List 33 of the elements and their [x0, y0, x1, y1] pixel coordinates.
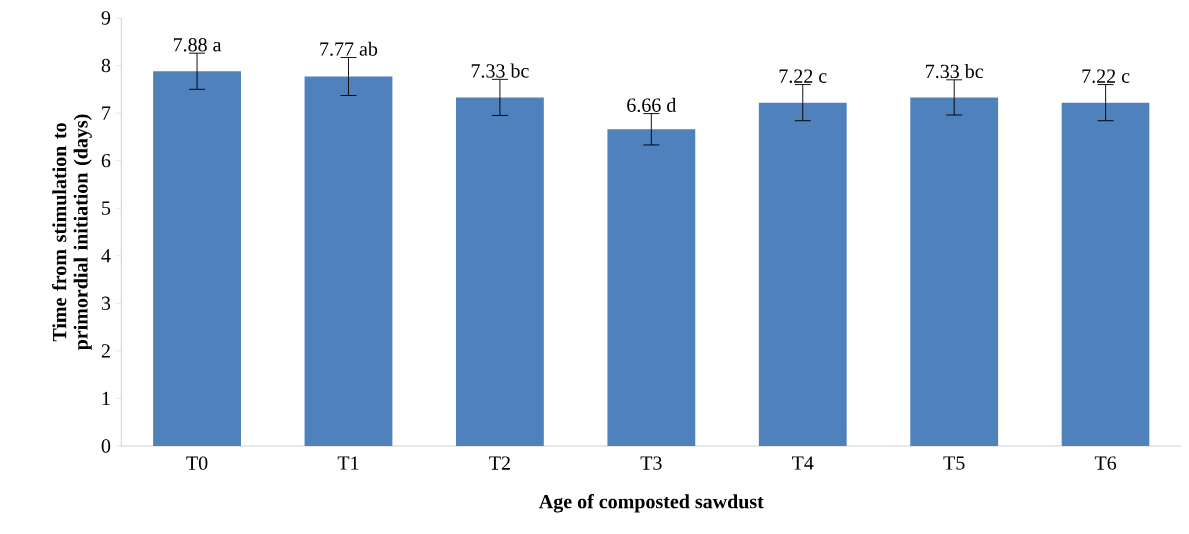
bar	[153, 71, 241, 446]
bar	[1061, 102, 1150, 446]
y-tick-label: 8	[101, 58, 111, 73]
x-tick-label: T6	[1094, 456, 1117, 470]
y-tick-label: 5	[102, 201, 111, 215]
data-label: 7.77 ab	[320, 41, 378, 56]
x-tick-label: T5	[943, 456, 965, 470]
y-tick-label: 2	[101, 344, 110, 358]
y-tick-label: 0	[101, 439, 111, 453]
y-tick-label: 7	[102, 106, 111, 120]
y-tick-label: 3	[101, 296, 111, 311]
x-tick-label: T4	[792, 456, 814, 470]
data-label: 6.66 d	[627, 97, 677, 112]
bar	[607, 129, 696, 446]
y-tick-label: 9	[101, 11, 111, 25]
bar	[304, 76, 393, 446]
y-tick-label: 4	[101, 249, 111, 263]
x-axis-title: Age of composted sawdust	[539, 494, 764, 513]
data-label: 7.88 a	[173, 38, 222, 52]
data-label: 7.22 c	[779, 69, 827, 83]
x-tick-label: T2	[489, 456, 510, 470]
bar	[758, 102, 847, 446]
bar	[456, 97, 544, 446]
data-label: 7.22 c	[1082, 69, 1130, 83]
x-tick-label: T3	[640, 456, 662, 470]
data-label: 7.33 bc	[926, 64, 983, 79]
x-tick-label: T1	[337, 456, 359, 470]
data-label: 7.33 bc	[471, 63, 529, 78]
y-tick-label: 1	[102, 391, 110, 406]
bar	[910, 97, 999, 446]
x-tick-label: T0	[186, 456, 208, 470]
y-tick-label: 6	[101, 153, 111, 168]
y-axis-title: Time from stimulation to primordial initiation (days)	[52, 114, 92, 351]
